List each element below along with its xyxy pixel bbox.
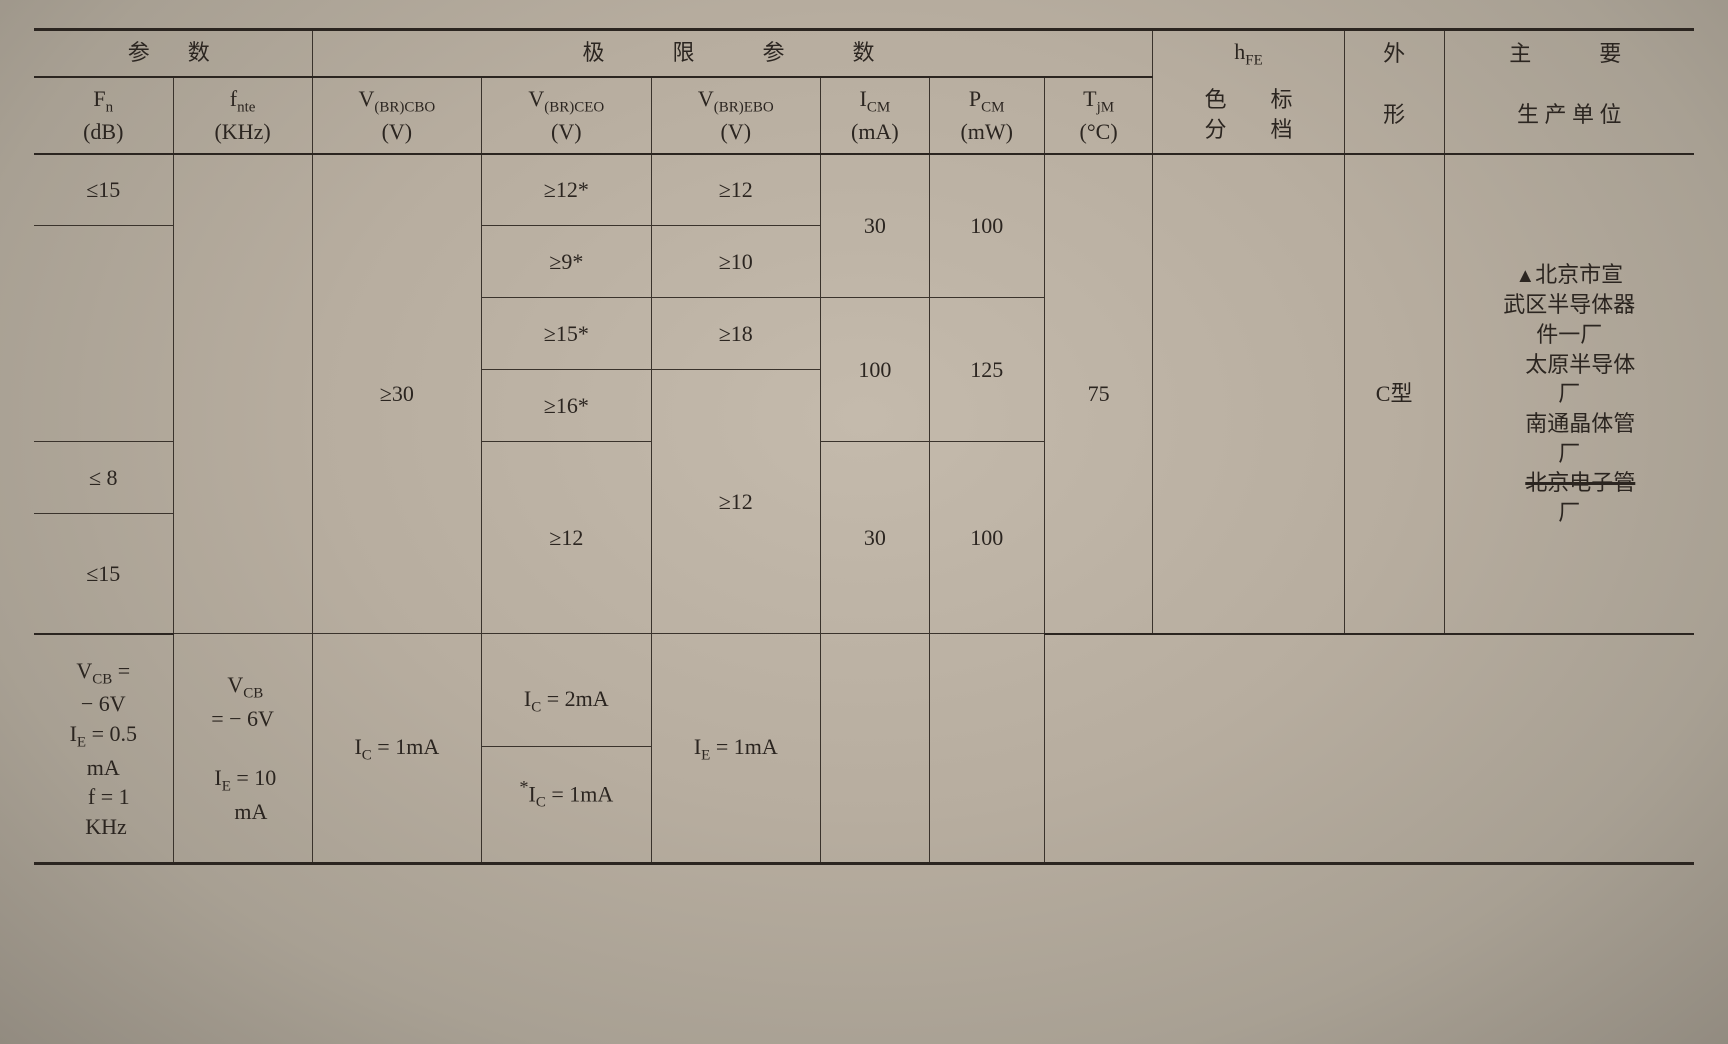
cond-blank-shape <box>1344 634 1444 864</box>
cond-blank-tjm <box>1044 634 1153 864</box>
r2-vbrebo: ≥10 <box>651 226 820 298</box>
hdr-pcm: PCM (mW) <box>929 77 1044 154</box>
manufacturers: ▲▲北京市宣北京市宣 武区半导体器 件一厂 太原半导体 厂 南通晶体管 厂 北京… <box>1444 154 1694 634</box>
hdr-vbrcbo: V(BR)CBO (V) <box>312 77 481 154</box>
hdr-mfr: 生 产 单 位 <box>1444 77 1694 154</box>
cond-c5: IE = 1mA <box>651 634 820 864</box>
r56-vbrceo: ≥12 <box>482 442 651 634</box>
r34-pcm: 125 <box>929 298 1044 442</box>
r3-vbrceo: ≥15* <box>482 298 651 370</box>
r12-pcm: 100 <box>929 154 1044 298</box>
r6-fn: ≤15 <box>34 514 173 634</box>
r1-vbrceo: ≥12* <box>482 154 651 226</box>
r1-fn: ≤15 <box>34 154 173 226</box>
r12-icm: 30 <box>821 154 930 298</box>
cond-c2: VCB= − 6V IE = 10 mA <box>173 634 312 864</box>
spec-table: 参 数 极 限 参 数 hFE 外 主 要 Fn (dB) fnte (KHz)… <box>34 28 1694 865</box>
r234-fn-blank <box>34 226 173 442</box>
r-vbrcbo: ≥30 <box>312 154 481 634</box>
cond-blank-mfr <box>1444 634 1694 864</box>
hdr-vbrebo: V(BR)EBO (V) <box>651 77 820 154</box>
r456-vbrebo: ≥12 <box>651 370 820 634</box>
hdr-fn: Fn (dB) <box>34 77 173 154</box>
hdr-params: 参 数 <box>34 30 312 77</box>
cond-c4: IC = 2mA *IC = 1mA <box>482 634 651 864</box>
r-tjm: 75 <box>1044 154 1153 634</box>
r56-pcm: 100 <box>929 442 1044 634</box>
hdr-vbrceo: V(BR)CEO (V) <box>482 77 651 154</box>
r-shape: C型 <box>1344 154 1444 634</box>
r3-vbrebo: ≥18 <box>651 298 820 370</box>
cond-blank-icm <box>821 634 930 864</box>
r-fnte-blank <box>173 154 312 634</box>
cond-c3: IC = 1mA <box>312 634 481 864</box>
hdr-hfe-sub: 色 标分 档 <box>1153 77 1344 154</box>
cond-c1: VCB =− 6V IE = 0.5mA f = 1 KHz <box>34 634 173 864</box>
hdr-hfe: hFE <box>1153 30 1344 77</box>
mfr-struck: 北京电子管 <box>1525 470 1635 495</box>
r4-vbrceo: ≥16* <box>482 370 651 442</box>
r56-icm: 30 <box>821 442 930 634</box>
cond-blank-pcm <box>929 634 1044 864</box>
hdr-main: 主 要 <box>1444 30 1694 77</box>
hdr-tjm: TjM (°C) <box>1044 77 1153 154</box>
hdr-limit: 极 限 参 数 <box>312 30 1153 77</box>
hdr-fnte: fnte (KHz) <box>173 77 312 154</box>
r5-fn: ≤ 8 <box>34 442 173 514</box>
r-hfe-blank <box>1153 154 1344 634</box>
r2-vbrceo: ≥9* <box>482 226 651 298</box>
r1-vbrebo: ≥12 <box>651 154 820 226</box>
hdr-icm: ICM (mA) <box>821 77 930 154</box>
hdr-shape2: 形 <box>1344 77 1444 154</box>
hdr-shape: 外 <box>1344 30 1444 77</box>
cond-blank-hfe <box>1153 634 1344 864</box>
r34-icm: 100 <box>821 298 930 442</box>
